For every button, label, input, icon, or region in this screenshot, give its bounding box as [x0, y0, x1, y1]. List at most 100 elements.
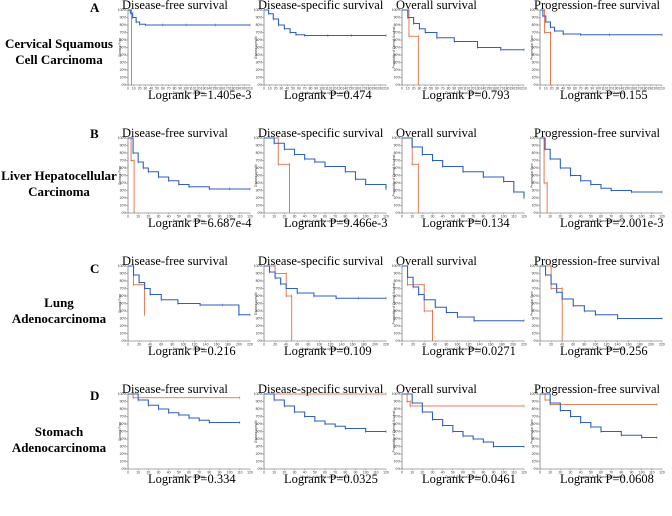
x-tick-label: 150	[486, 86, 492, 90]
y-tick-label: 70%	[256, 415, 263, 419]
x-tick-label: 140	[339, 342, 345, 346]
plot-title: Disease-specific survival	[258, 0, 384, 12]
y-tick-label: 60%	[120, 166, 127, 170]
x-tick-label: 60	[599, 214, 603, 218]
x-tick-label: 0	[401, 86, 403, 90]
x-tick-label: 50	[589, 214, 593, 218]
x-tick-label: 60	[297, 86, 301, 90]
km-curve-unaltered	[540, 137, 662, 193]
x-tick-label: 170	[636, 86, 642, 90]
km-curve-altered	[402, 265, 433, 341]
y-tick-label: 60%	[394, 294, 401, 298]
y-tick-label: 20%	[532, 196, 539, 200]
km-plot: 100% 90% 80% 70% 60% 50% 40% 30% 20% 10% 0% 0 10 20 30…	[254, 126, 390, 236]
y-tick-label: 90%	[394, 16, 401, 20]
x-tick-label: 160	[350, 342, 356, 346]
x-tick-label: 160	[218, 86, 224, 90]
y-tick-label: 20%	[394, 324, 401, 328]
y-tick-label: 40%	[394, 53, 401, 57]
logrank-pvalue: Logrank P=0.0608	[560, 472, 654, 486]
x-tick-label: 180	[225, 342, 231, 346]
x-tick-label: 160	[630, 86, 636, 90]
x-tick-label: 0	[263, 470, 265, 474]
row-letter: D	[90, 388, 100, 403]
row-label-line2: Cell Carcinoma	[15, 52, 103, 67]
y-tick-label: 70%	[532, 31, 539, 35]
x-tick-label: 50	[429, 86, 433, 90]
y-tick-label: 70%	[120, 287, 127, 291]
km-plot: 100% 90% 80% 70% 60% 50% 40% 30% 20% 10% 0% 0 10 20 30…	[118, 382, 254, 492]
x-tick-label: 190	[236, 86, 242, 90]
y-tick-label: 80%	[256, 151, 263, 155]
x-tick-label: 160	[492, 86, 498, 90]
x-tick-label: 110	[237, 214, 243, 218]
km-curve-unaltered	[264, 265, 386, 299]
y-tick-label: 90%	[532, 144, 539, 148]
y-tick-label: 70%	[256, 159, 263, 163]
y-tick-label: 30%	[532, 61, 539, 65]
x-tick-label: 30	[293, 214, 297, 218]
y-tick-label: 10%	[120, 76, 127, 80]
x-tick-label: 70	[471, 214, 475, 218]
km-plot: 100% 90% 80% 70% 60% 50% 40% 30% 20% 10% 0% 0 10 20 30…	[392, 382, 528, 492]
y-tick-label: 10%	[532, 332, 539, 336]
x-tick-label: 110	[373, 470, 379, 474]
x-tick-label: 0	[127, 86, 129, 90]
y-tick-label: 70%	[394, 31, 401, 35]
y-tick-label: 100%	[254, 8, 263, 12]
x-tick-label: 90	[218, 470, 222, 474]
y-tick-label: 0%	[121, 467, 126, 471]
y-tick-label: 80%	[532, 407, 539, 411]
x-tick-label: 10	[410, 470, 414, 474]
km-curve-unaltered	[128, 393, 240, 424]
x-tick-label: 60	[187, 214, 191, 218]
x-axis-title: Progress Free Survival (Months)	[578, 91, 624, 95]
y-tick-label: 20%	[256, 196, 263, 200]
y-tick-label: 50%	[256, 46, 263, 50]
x-tick-label: 170	[498, 86, 504, 90]
y-tick-label: 50%	[256, 174, 263, 178]
y-tick-label: 50%	[394, 174, 401, 178]
x-tick-label: 210	[521, 86, 527, 90]
y-tick-label: 100%	[118, 136, 127, 140]
x-tick-label: 70	[333, 214, 337, 218]
x-tick-label: 170	[360, 86, 366, 90]
x-tick-label: 100	[639, 214, 645, 218]
y-tick-label: 100%	[530, 136, 539, 140]
y-tick-label: 80%	[120, 407, 127, 411]
x-tick-label: 20	[282, 470, 286, 474]
y-tick-label: 30%	[532, 317, 539, 321]
x-tick-label: 80	[309, 86, 313, 90]
y-tick-label: 100%	[118, 264, 127, 268]
y-axis-title: Probability of Overall Survival	[392, 410, 396, 452]
y-tick-label: 30%	[120, 445, 127, 449]
row-label: Cervical Squamous Cell Carcinoma	[0, 36, 118, 68]
logrank-pvalue: Logrank P=1.405e-3	[148, 88, 252, 102]
y-tick-label: 40%	[532, 53, 539, 57]
x-tick-label: 210	[247, 86, 253, 90]
km-curve-unaltered	[540, 9, 662, 36]
y-tick-label: 50%	[120, 302, 127, 306]
y-tick-label: 20%	[256, 452, 263, 456]
y-tick-label: 80%	[532, 151, 539, 155]
y-tick-label: 0%	[395, 211, 400, 215]
x-tick-label: 70	[197, 470, 201, 474]
y-tick-label: 70%	[532, 287, 539, 291]
y-tick-label: 20%	[532, 452, 539, 456]
x-tick-label: 0	[127, 214, 129, 218]
km-plot-svg: 100% 90% 80% 70% 60% 50% 40% 30% 20% 10% 0%0 10 20 30…	[118, 136, 253, 223]
y-axis-title: Progression Free	[530, 291, 534, 316]
y-tick-label: 0%	[257, 339, 262, 343]
x-tick-label: 110	[649, 470, 655, 474]
y-tick-label: 80%	[120, 23, 127, 27]
y-tick-label: 20%	[532, 68, 539, 72]
x-tick-label: 130	[201, 86, 207, 90]
x-tick-label: 110	[237, 470, 243, 474]
plot-title: Overall survival	[396, 126, 477, 140]
km-plot-svg: 100% 90% 80% 70% 60% 50% 40% 30% 20% 10% 0%0 10 20 30…	[254, 136, 389, 223]
x-axis-title: Overall Survival (Months)	[445, 347, 481, 351]
x-tick-label: 100	[227, 470, 233, 474]
y-tick-label: 20%	[120, 68, 127, 72]
x-axis-title: Overall Survival (Months)	[445, 91, 481, 95]
x-axis-title: Overall Survival (Months)	[445, 219, 481, 223]
